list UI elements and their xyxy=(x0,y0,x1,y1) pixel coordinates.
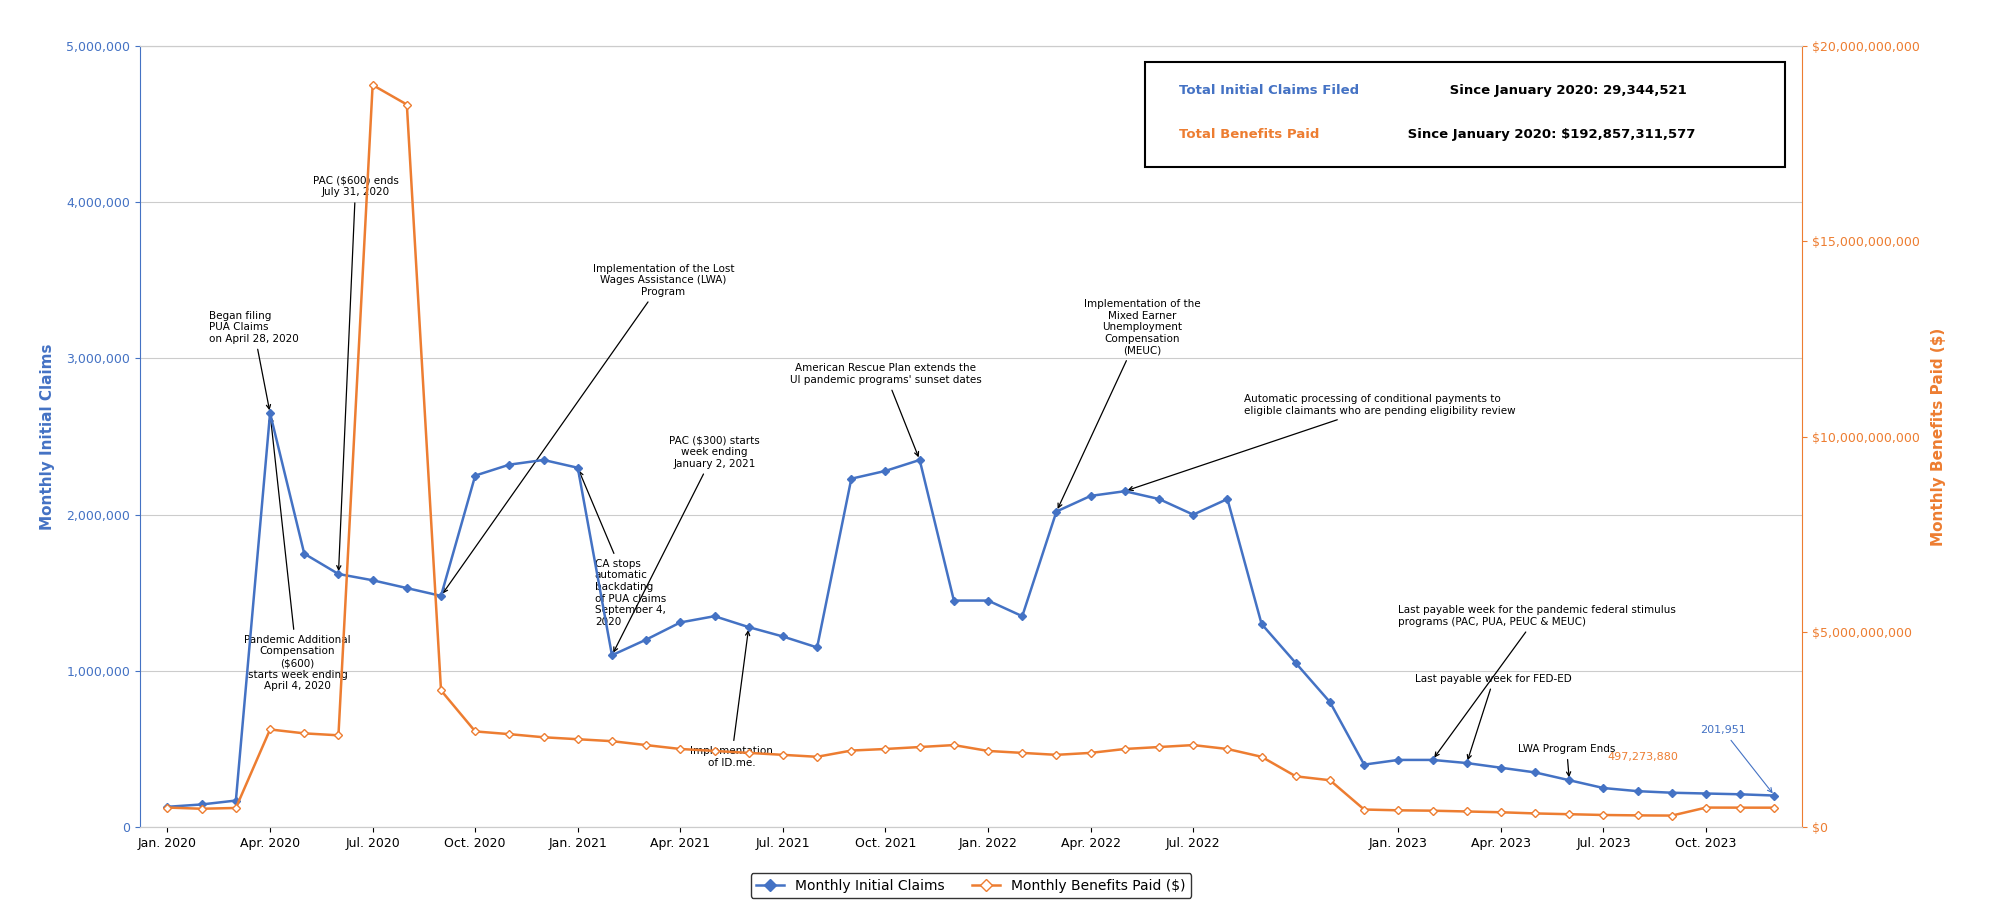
Text: 497,273,880: 497,273,880 xyxy=(1608,752,1680,762)
Text: Implementation of the
Mixed Earner
Unemployment
Compensation
(MEUC): Implementation of the Mixed Earner Unemp… xyxy=(1059,299,1201,507)
Text: Total Benefits Paid: Total Benefits Paid xyxy=(1179,128,1319,141)
Text: LWA Program Ends: LWA Program Ends xyxy=(1518,744,1616,776)
Text: Began filing
PUA Claims
on April 28, 2020: Began filing PUA Claims on April 28, 202… xyxy=(208,311,298,409)
Text: Pandemic Additional
Compensation
($600)
starts week ending
April 4, 2020: Pandemic Additional Compensation ($600) … xyxy=(244,417,350,691)
Text: Last payable week for the pandemic federal stimulus
programs (PAC, PUA, PEUC & M: Last payable week for the pandemic feder… xyxy=(1397,606,1676,756)
Y-axis label: Monthly Benefits Paid ($): Monthly Benefits Paid ($) xyxy=(1930,327,1946,546)
Text: American Rescue Plan extends the
UI pandemic programs' sunset dates: American Rescue Plan extends the UI pand… xyxy=(789,363,981,456)
Text: PAC ($300) starts
week ending
January 2, 2021: PAC ($300) starts week ending January 2,… xyxy=(615,436,761,652)
Legend: Monthly Initial Claims, Monthly Benefits Paid ($): Monthly Initial Claims, Monthly Benefits… xyxy=(751,873,1191,898)
Text: 201,951: 201,951 xyxy=(1700,725,1772,792)
Text: PAC ($600) ends
July 31, 2020: PAC ($600) ends July 31, 2020 xyxy=(312,176,398,570)
Text: Automatic processing of conditional payments to
eligible claimants who are pendi: Automatic processing of conditional paym… xyxy=(1129,394,1516,491)
Text: Since January 2020: 29,344,521: Since January 2020: 29,344,521 xyxy=(1445,85,1686,97)
Y-axis label: Monthly Initial Claims: Monthly Initial Claims xyxy=(40,344,56,529)
Text: Implementation of the Lost
Wages Assistance (LWA)
Program: Implementation of the Lost Wages Assista… xyxy=(442,264,735,593)
Text: Last payable week for FED-ED: Last payable week for FED-ED xyxy=(1415,674,1572,759)
Text: CA stops
automatic
backdating
of PUA claims
September 4,
2020: CA stops automatic backdating of PUA cla… xyxy=(579,471,667,627)
Text: Total Initial Claims Filed: Total Initial Claims Filed xyxy=(1179,85,1359,97)
Text: Implementation
of ID.me.: Implementation of ID.me. xyxy=(691,631,773,767)
Text: Since January 2020: $192,857,311,577: Since January 2020: $192,857,311,577 xyxy=(1403,128,1696,141)
FancyBboxPatch shape xyxy=(1145,62,1786,167)
